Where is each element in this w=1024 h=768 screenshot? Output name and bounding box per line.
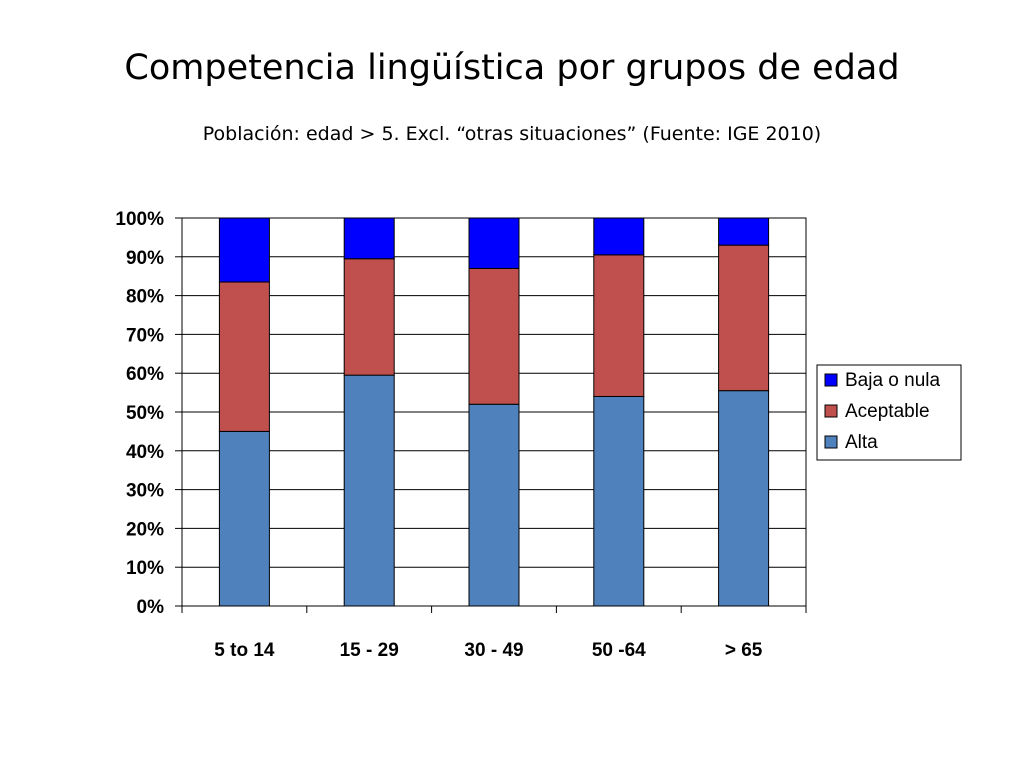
legend-label: Aceptable <box>845 401 930 422</box>
bar-segment-aceptable <box>343 258 395 376</box>
bar-segment-alta <box>468 403 520 607</box>
y-tick-label: 10% <box>126 558 164 579</box>
legend-label: Baja o nula <box>845 370 941 391</box>
axis-layer: 0% 10% 20% 30% 40% 50% 60% 70% 80% 90% 100% 5 to 14… <box>115 209 807 661</box>
y-tick-label: 0% <box>137 597 165 618</box>
y-tick-label: 70% <box>126 325 164 346</box>
x-tick-label: > 65 <box>725 640 763 661</box>
bar-segment-baja-o-nula <box>718 217 770 246</box>
bar-segment-aceptable <box>468 267 520 405</box>
bar-segment-baja-o-nula <box>468 217 520 269</box>
y-tick-label: 90% <box>126 248 164 269</box>
y-tick-label: 20% <box>126 519 164 540</box>
x-tick-label: 30 - 49 <box>464 640 523 661</box>
y-tick-label: 60% <box>126 364 164 385</box>
bar-segment-baja-o-nula <box>593 217 645 256</box>
legend-box <box>816 364 962 461</box>
bar-segment-aceptable <box>218 281 270 432</box>
bar-segment-baja-o-nula <box>218 217 270 283</box>
x-tick-label: 50 -64 <box>592 640 646 661</box>
y-tick-label: 100% <box>115 209 164 230</box>
legend: Baja o nula Aceptable Alta <box>816 364 962 461</box>
bar-segment-aceptable <box>718 244 770 392</box>
bar-segment-alta <box>218 430 270 607</box>
legend-label: Alta <box>845 432 878 453</box>
y-tick-label: 30% <box>126 481 164 502</box>
legend-swatch <box>824 404 838 418</box>
x-tick-label: 15 - 29 <box>340 640 399 661</box>
bar-segment-alta <box>593 395 645 607</box>
plot-area <box>181 217 807 607</box>
bar-segment-alta <box>343 374 395 607</box>
y-tick-label: 80% <box>126 287 164 308</box>
legend-swatch <box>824 435 838 449</box>
y-tick-label: 40% <box>126 442 164 463</box>
bars-layer <box>218 217 770 607</box>
bar-segment-alta <box>718 390 770 607</box>
bar-segment-baja-o-nula <box>343 217 395 260</box>
chart-title: Competencia lingüística por grupos de ed… <box>124 48 900 88</box>
chart-subtitle: Población: edad > 5. Excl. “otras situac… <box>202 123 822 145</box>
y-tick-label: 50% <box>126 403 164 424</box>
x-tick-label: 5 to 14 <box>214 640 275 661</box>
legend-swatch <box>824 373 838 387</box>
bar-segment-aceptable <box>593 254 645 397</box>
